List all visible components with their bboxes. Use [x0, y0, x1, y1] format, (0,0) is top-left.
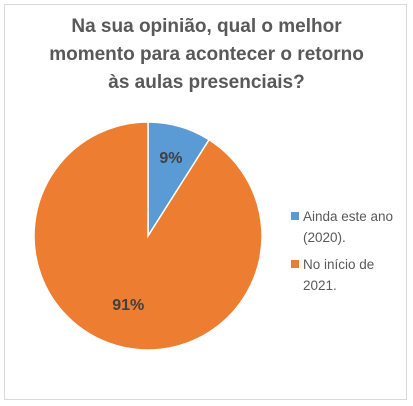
chart-title-line-2: momento para acontecer o retorno: [49, 44, 364, 65]
slice-label-2020: 9%: [159, 150, 182, 167]
legend-item-2020: Ainda este ano (2020).: [291, 206, 401, 248]
slice-2021: [33, 121, 263, 351]
legend-swatch-2021: [291, 260, 299, 268]
legend-label-2020-line-1: Ainda este ano: [303, 209, 394, 224]
legend-label-2020-line-2: (2020).: [303, 230, 346, 245]
chart-title: Na sua opinião, qual o melhor momento pa…: [0, 13, 413, 97]
legend-label-2021-line-1: No início de: [303, 257, 375, 272]
slice-label-2021: 91%: [112, 297, 144, 314]
chart-title-line-1: Na sua opinião, qual o melhor: [71, 16, 342, 37]
chart-title-line-3: às aulas presenciais?: [108, 72, 305, 93]
legend-swatch-2020: [291, 212, 299, 220]
legend-item-2021: No início de 2021.: [291, 254, 401, 296]
legend-label-2021-line-2: 2021.: [303, 278, 337, 293]
chart-legend: Ainda este ano (2020). No início de 2021…: [291, 206, 401, 302]
